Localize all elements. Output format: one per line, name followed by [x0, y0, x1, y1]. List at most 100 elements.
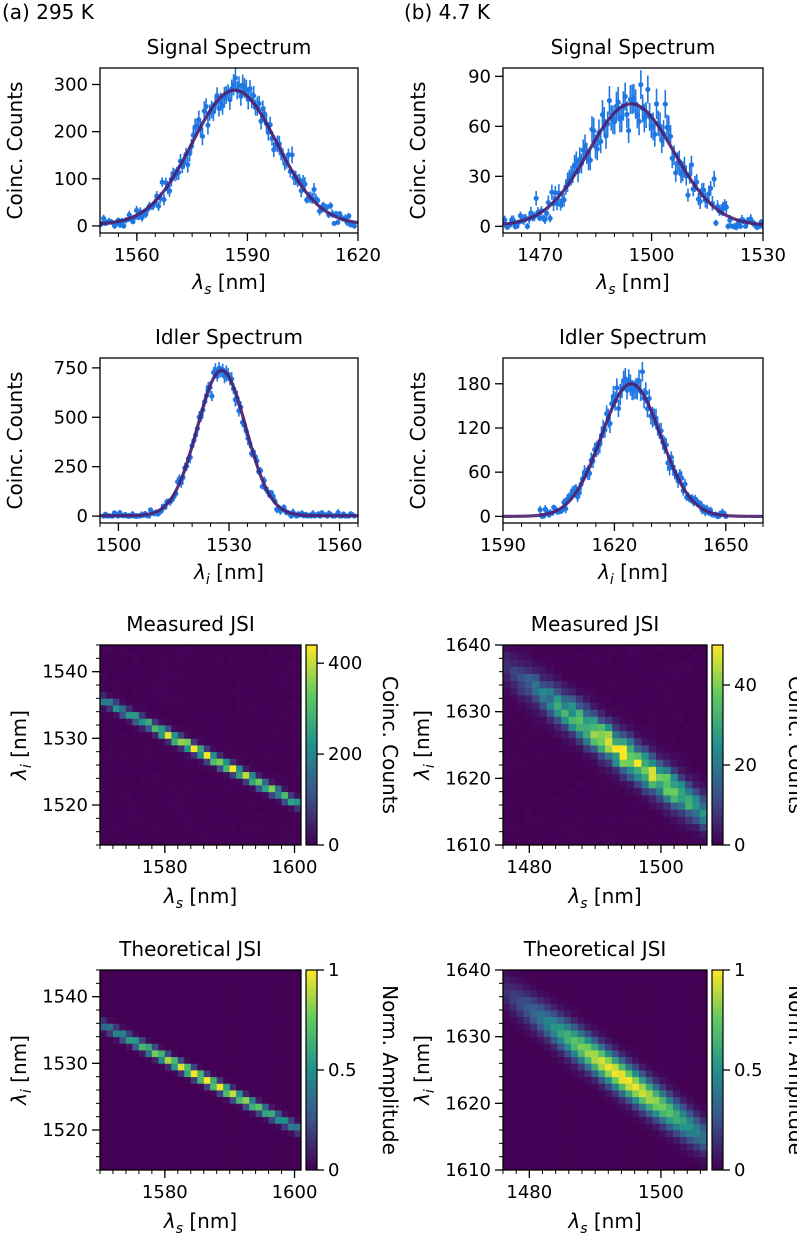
heatmap-cell — [132, 1070, 140, 1078]
heatmap-cell — [177, 990, 185, 998]
heatmap-cell — [100, 658, 107, 666]
heatmap-cell — [229, 1043, 237, 1051]
x-tick-label: 1590 — [480, 535, 526, 556]
heatmap-cell — [568, 795, 577, 803]
heatmap-cell — [151, 678, 159, 686]
heatmap-cell — [685, 809, 693, 817]
heatmap-cell — [503, 1063, 511, 1071]
heatmap-cell — [639, 1090, 647, 1098]
heatmap-cell — [598, 970, 606, 978]
heatmap-cell — [100, 1070, 107, 1078]
heatmap-cell — [177, 976, 185, 984]
heatmap-cell — [288, 718, 295, 726]
heatmap-cell — [100, 1090, 107, 1098]
heatmap-cell — [577, 1056, 585, 1064]
heatmap-cell — [294, 1056, 302, 1064]
heatmap-cell — [639, 1116, 647, 1124]
heatmap-cell — [216, 1036, 224, 1044]
heatmap-cell — [190, 1123, 198, 1131]
heatmap-cell — [158, 1156, 166, 1164]
heatmap-cell — [151, 1016, 159, 1024]
heatmap-cell — [132, 798, 140, 806]
heatmap-cell — [112, 1110, 120, 1118]
heatmap-cell — [216, 1063, 224, 1071]
heatmap-cell — [158, 651, 166, 659]
heatmap-cell — [611, 990, 619, 998]
heatmap-cell — [138, 1130, 146, 1138]
heatmap-cell — [275, 1096, 282, 1104]
heatmap-cell — [190, 671, 198, 679]
heatmap-cell — [197, 1050, 205, 1058]
heatmap-cell — [281, 745, 289, 753]
heatmap-cell — [229, 691, 237, 699]
heatmap-cell — [119, 811, 127, 819]
heatmap-cell — [568, 752, 577, 760]
heatmap-cell — [590, 687, 599, 696]
heatmap-cell — [699, 795, 708, 803]
heatmap-cell — [288, 1103, 295, 1111]
heatmap-cell — [132, 1076, 140, 1084]
heatmap-cell — [557, 1070, 565, 1078]
heatmap-cell — [125, 731, 133, 739]
heatmap-cell — [692, 766, 701, 774]
heatmap-cell — [288, 785, 295, 793]
heatmap-cell — [288, 751, 295, 759]
heatmap-cell — [145, 1103, 153, 1111]
heatmap-cell — [554, 795, 562, 803]
heatmap-cell — [557, 1130, 565, 1138]
heatmap-cell — [119, 798, 127, 806]
heatmap-cell — [679, 1003, 687, 1011]
heatmap-cell — [164, 651, 172, 659]
heatmap-cell — [605, 1143, 613, 1151]
heatmap-cell — [686, 1090, 694, 1098]
heatmap-cell — [145, 818, 153, 826]
heatmap-cell — [561, 716, 569, 724]
heatmap-cell — [583, 766, 591, 774]
heatmap-cell — [539, 659, 548, 667]
heatmap-cell — [288, 791, 295, 799]
heatmap-cell — [138, 645, 146, 653]
heatmap-cell — [255, 1016, 263, 1024]
heatmap-cell — [249, 1096, 257, 1104]
heatmap-cell — [229, 738, 237, 746]
heatmap-cell — [249, 698, 257, 706]
data-point — [697, 198, 703, 204]
heatmap-cell — [171, 1063, 179, 1071]
heatmap-cell — [229, 705, 237, 713]
heatmap-cell — [530, 1076, 538, 1084]
heatmap-cell — [634, 652, 642, 660]
heatmap-cell — [177, 745, 185, 753]
heatmap-cell — [568, 702, 577, 710]
heatmap-cell — [242, 758, 250, 766]
heatmap-cell — [686, 1103, 694, 1111]
heatmap-cell — [612, 802, 620, 810]
heatmap-cell — [294, 1116, 302, 1124]
heatmap-cell — [611, 970, 619, 978]
heatmap-cell — [106, 1110, 114, 1118]
heatmap-cell — [564, 1156, 572, 1164]
heatmap-cell — [634, 809, 642, 817]
heatmap-cell — [294, 758, 302, 766]
heatmap-cell — [685, 759, 693, 767]
heatmap-cell — [546, 666, 555, 674]
heatmap-cell — [568, 837, 577, 846]
heatmap-cell — [288, 1016, 295, 1024]
heatmap-cell — [125, 831, 133, 839]
heatmap-cell — [666, 1163, 674, 1171]
heatmap-cell — [255, 1070, 263, 1078]
heatmap-cell — [648, 745, 657, 753]
heatmap-cell — [686, 1143, 694, 1151]
heatmap-cell — [203, 651, 211, 659]
heatmap-cell — [634, 830, 642, 839]
heatmap-cell — [151, 1130, 159, 1138]
heatmap-cell — [106, 731, 114, 739]
heatmap-cell — [164, 1003, 172, 1011]
data-point — [639, 369, 645, 375]
heatmap-cell — [138, 1003, 146, 1011]
heatmap-cell — [663, 752, 671, 760]
heatmap-cell — [216, 1163, 224, 1171]
heatmap-cell — [679, 1070, 687, 1078]
heatmap-cell — [641, 816, 650, 824]
heatmap-cell — [223, 1010, 231, 1018]
